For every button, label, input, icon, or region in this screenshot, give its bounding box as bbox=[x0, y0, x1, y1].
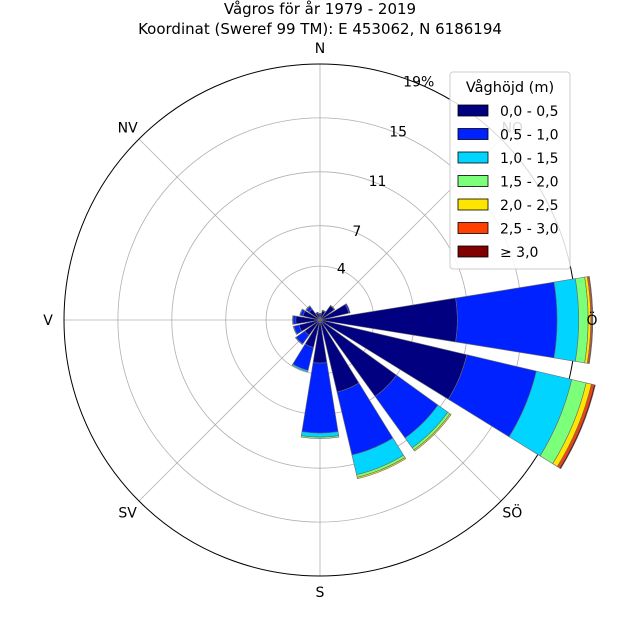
legend-swatch-5 bbox=[457, 222, 489, 234]
radial-tick-label-0: 4 bbox=[337, 261, 346, 277]
bar-9-segment-2 bbox=[291, 363, 309, 373]
radial-tick-label-3: 15 bbox=[389, 124, 407, 140]
legend-swatch-6 bbox=[457, 245, 489, 258]
bar-15-segment-1 bbox=[315, 311, 319, 315]
bar-3-segment-1 bbox=[344, 303, 351, 314]
legend: Våghöjd (m) 0,0 - 0,5 0,5 - 1,0 1,0 - 1,5 1,… bbox=[449, 71, 571, 270]
legend-swatch-2 bbox=[457, 151, 489, 164]
legend-label-1: 0,5 - 1,0 bbox=[500, 128, 558, 144]
bar-10-segment-2 bbox=[294, 336, 304, 346]
radial-tick-label-4: 19% bbox=[403, 75, 434, 91]
bar-6-segment-4 bbox=[413, 413, 452, 452]
direction-label-sö: SÖ bbox=[502, 503, 522, 521]
bar-1-segment-1 bbox=[321, 309, 326, 313]
legend-label-2: 1,0 - 1,5 bbox=[500, 151, 558, 167]
direction-label-s: S bbox=[316, 585, 325, 601]
direction-label-nv: NV bbox=[118, 121, 138, 137]
grid-spoke-5 bbox=[138, 319, 321, 502]
radial-tick-label-1: 7 bbox=[352, 224, 361, 240]
bar-14-segment-2 bbox=[305, 305, 311, 311]
bar-7-segment-4 bbox=[356, 457, 407, 480]
bar-2-segment-1 bbox=[329, 304, 336, 311]
legend-swatch-3 bbox=[457, 175, 489, 187]
legend-label-0: 0,0 - 0,5 bbox=[500, 104, 558, 120]
legend-label-3: 1,5 - 2,0 bbox=[500, 175, 558, 191]
bar-8-segment-3 bbox=[300, 435, 340, 439]
radial-tick-label-2: 11 bbox=[369, 174, 387, 190]
legend-swatch-4 bbox=[457, 198, 489, 211]
bar-4-segment-6 bbox=[588, 276, 594, 364]
bar-11-segment-2 bbox=[292, 325, 298, 335]
legend-box bbox=[449, 71, 571, 270]
bar-4-segment-1 bbox=[455, 281, 558, 359]
legend-swatch-1 bbox=[457, 128, 489, 140]
bar-0-segment-1 bbox=[318, 312, 322, 315]
direction-label-n: N bbox=[315, 41, 325, 57]
legend-swatch-0 bbox=[457, 104, 489, 117]
legend-title: Våghöjd (m) bbox=[466, 79, 554, 96]
direction-label-ö: Ö bbox=[586, 311, 597, 329]
bars bbox=[291, 276, 596, 480]
direction-label-v: V bbox=[43, 313, 53, 329]
legend-label-4: 2,0 - 2,5 bbox=[500, 198, 558, 214]
bar-13-segment-2 bbox=[299, 308, 304, 316]
bar-5-segment-6 bbox=[559, 384, 596, 470]
legend-label-5: 2,5 - 3,0 bbox=[500, 222, 558, 238]
bar-12-segment-2 bbox=[292, 315, 294, 325]
chart-subtitle: Koordinat (Sweref 99 TM): E 453062, N 61… bbox=[138, 20, 502, 38]
legend-label-6: ≥ 3,0 bbox=[500, 245, 538, 261]
bar-4-segment-2 bbox=[553, 278, 579, 362]
chart-title: Vågros för år 1979 - 2019 bbox=[224, 0, 416, 18]
grid-spoke-7 bbox=[138, 138, 321, 321]
direction-label-sv: SV bbox=[118, 505, 137, 521]
